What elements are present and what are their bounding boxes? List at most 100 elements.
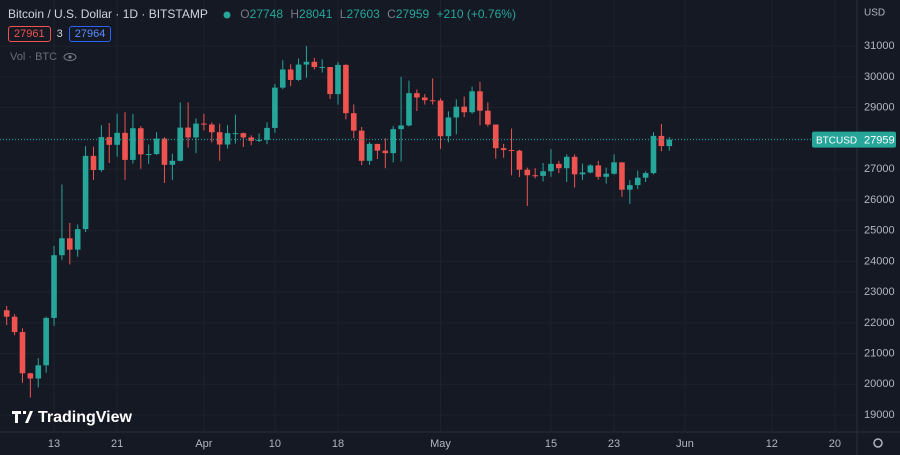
y-tick-label: 25000 <box>864 225 895 237</box>
price-label-bg <box>812 131 896 148</box>
candle-body <box>319 67 326 69</box>
candle-body <box>114 132 120 145</box>
candle-body <box>177 127 184 161</box>
ohlc-letter: O <box>240 7 250 21</box>
candle-body <box>579 172 586 175</box>
candle-body <box>224 133 231 145</box>
candle-body <box>650 135 657 174</box>
candle-body <box>59 238 65 256</box>
candle-body <box>429 100 436 102</box>
candle-body <box>27 373 34 379</box>
candle-body <box>595 165 602 177</box>
candle-body <box>453 106 460 118</box>
candle-body <box>343 64 349 114</box>
market-status <box>223 11 231 19</box>
candle-body <box>67 238 73 250</box>
y-tick-label: 27000 <box>864 163 895 175</box>
candle-body <box>216 132 223 145</box>
candle-body <box>201 123 207 125</box>
ohlc-value: 27959 <box>395 7 430 21</box>
candle-body <box>398 125 404 130</box>
candle-body <box>130 128 136 160</box>
candle-body <box>366 143 373 161</box>
candle-body <box>287 69 294 80</box>
candle-body <box>406 93 412 126</box>
x-tick-label: 10 <box>269 438 281 450</box>
y-tick-label: 26000 <box>864 194 895 206</box>
x-tick-label: 12 <box>766 438 778 450</box>
candle-body <box>145 154 152 156</box>
x-tick-label: 20 <box>829 438 841 450</box>
candle-body <box>264 127 270 140</box>
candle-body <box>248 137 255 141</box>
trade-row: 27961 3 27964 <box>8 26 112 42</box>
candle-body <box>358 130 365 161</box>
candle-body <box>43 317 49 366</box>
candle-body <box>437 100 444 137</box>
candle-body <box>642 173 649 178</box>
candle-body <box>445 117 452 137</box>
candle-body <box>634 177 641 186</box>
y-tick-label: 23000 <box>864 286 895 298</box>
settings-icon[interactable] <box>873 438 883 448</box>
eye-icon[interactable] <box>63 52 77 62</box>
candle-body <box>666 139 673 147</box>
candle-body <box>74 229 81 250</box>
x-tick-label: 23 <box>608 438 620 450</box>
volume-legend: Vol · BTC <box>10 51 77 63</box>
candle-body <box>19 332 26 374</box>
candle-body <box>414 93 420 98</box>
candle-body <box>208 124 215 133</box>
symbol-title: Bitcoin / U.S. Dollar · 1D · BITSTAMP <box>8 7 208 21</box>
y-tick-label: 21000 <box>864 348 895 360</box>
candle-body <box>627 185 633 190</box>
candle-body <box>374 143 381 151</box>
candle-body <box>272 87 278 128</box>
candle-body <box>232 133 239 135</box>
candle-body <box>658 135 665 147</box>
y-tick-label: 19000 <box>864 409 895 421</box>
y-tick-label: 31000 <box>864 40 895 52</box>
candle-body <box>540 171 546 176</box>
candle-body <box>256 139 262 141</box>
candle-body <box>461 106 467 113</box>
x-tick-label: May <box>430 438 451 450</box>
candle-body <box>169 160 176 165</box>
candle-body <box>524 169 531 176</box>
sell-button[interactable]: 27961 <box>8 26 51 42</box>
ohlc-letter: C <box>387 7 396 21</box>
candle-body <box>382 150 389 154</box>
y-tick-label: 22000 <box>864 317 895 329</box>
candle-body <box>350 113 357 131</box>
ohlc-letter: H <box>290 7 300 21</box>
logo-mark <box>12 411 33 423</box>
candle-body <box>82 155 89 230</box>
candle-body <box>153 138 160 155</box>
ohlc-value: 27603 <box>346 7 380 21</box>
candle-body <box>303 61 310 65</box>
candle-body <box>508 150 515 152</box>
candle-body <box>35 365 42 379</box>
candle-body <box>390 129 397 154</box>
candle-body <box>587 165 594 173</box>
ohlc-letter: L <box>339 7 347 21</box>
candle-body <box>161 138 168 165</box>
candle-body <box>563 156 570 169</box>
buy-button[interactable]: 27964 <box>68 26 112 42</box>
currency-label: USD <box>864 8 885 19</box>
x-tick-label: Jun <box>676 438 694 450</box>
candle-body <box>611 162 617 174</box>
candle-body <box>335 64 341 95</box>
change: +210 (+0.76%) <box>436 7 516 21</box>
x-tick-label: Apr <box>195 438 212 450</box>
candle-body <box>11 316 18 333</box>
legend-header: Bitcoin / U.S. Dollar · 1D · BITSTAMP O 2… <box>8 7 516 21</box>
candle-body <box>122 132 128 160</box>
x-tick-label: 21 <box>111 438 123 450</box>
spread: 3 <box>56 28 63 40</box>
x-tick-label: 18 <box>332 438 344 450</box>
candle-body <box>106 137 113 145</box>
candle-body <box>295 64 302 80</box>
candle-body <box>98 137 105 171</box>
